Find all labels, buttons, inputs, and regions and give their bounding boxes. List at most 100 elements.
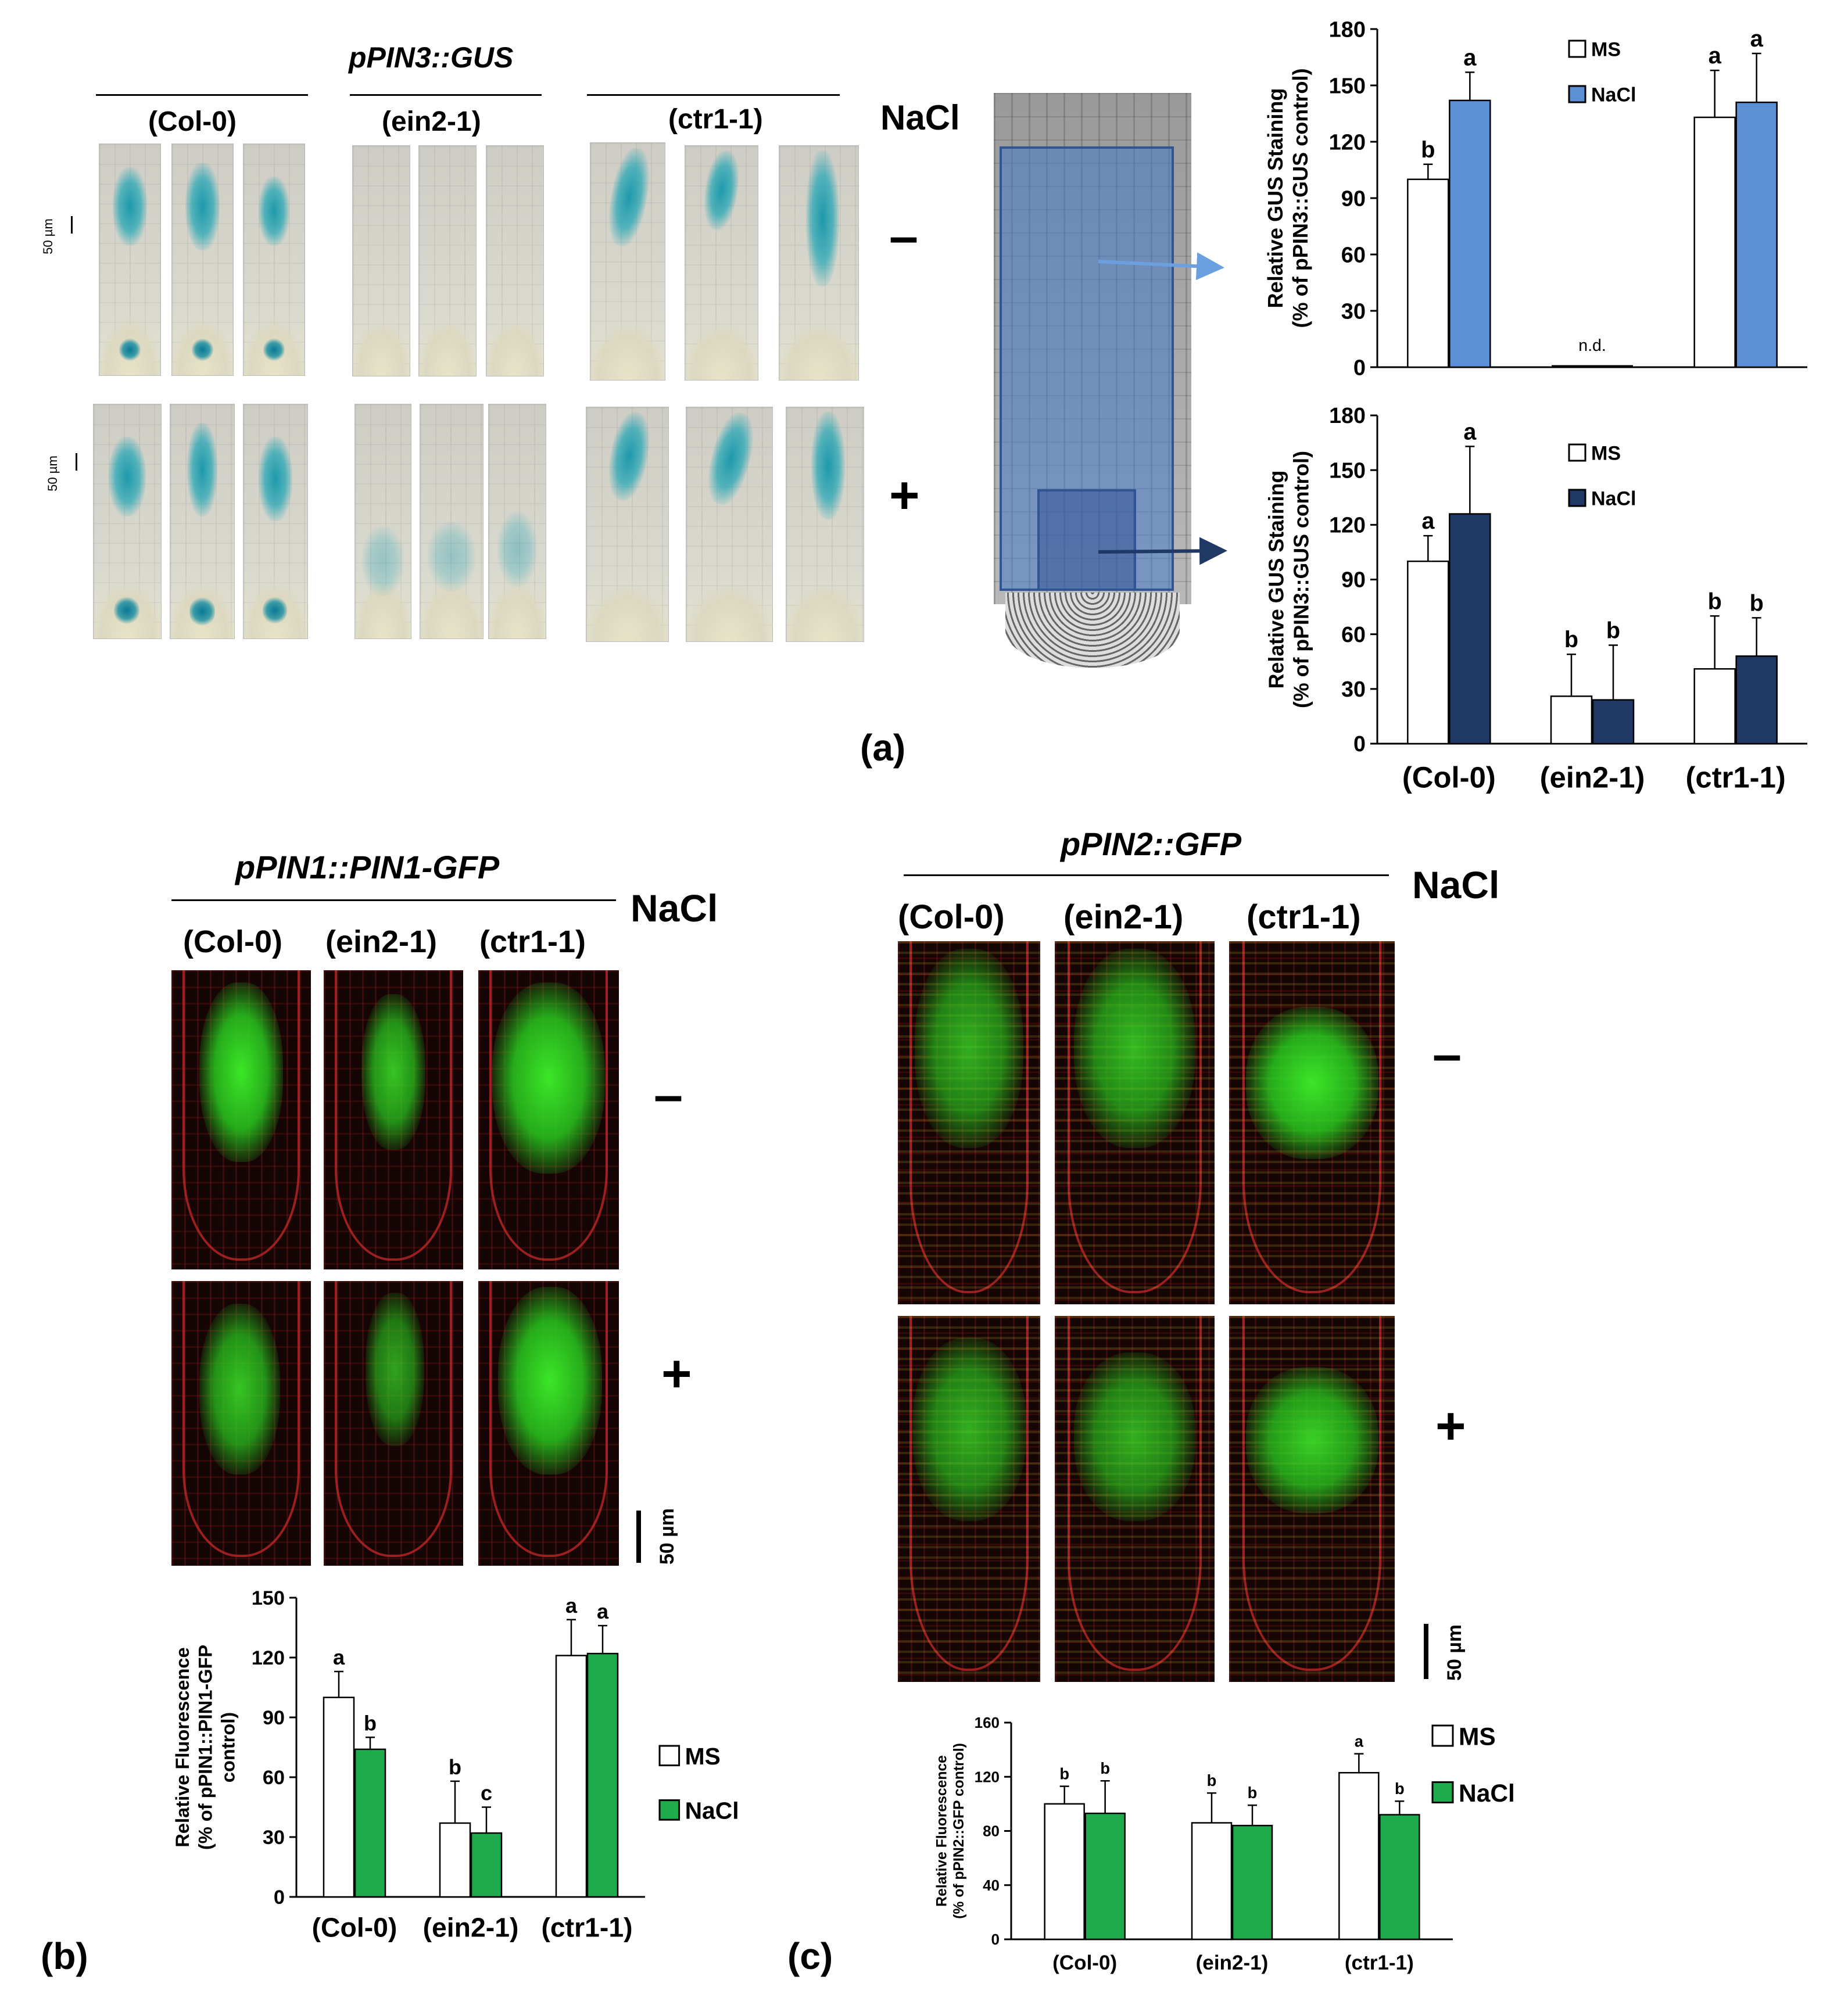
significance-letter: a	[565, 1594, 578, 1617]
x-category-label: (ein2-1)	[1540, 761, 1645, 794]
x-category-label: (Col-0)	[312, 1913, 397, 1943]
panel-c-nacl-label: NaCl	[1412, 863, 1500, 906]
panel-c-genotype-ctr1: (ctr1-1)	[1247, 898, 1361, 936]
chart-a-bottom: 0 30 60 90 120 150 180 Relative GUS Staining (% …	[1265, 403, 1807, 794]
panel-b-title: pPIN1::PIN1-GFP	[235, 849, 500, 885]
panel-b-nacl-label: NaCl	[631, 887, 718, 930]
legend-swatch-ms	[1431, 1724, 1454, 1747]
y-tick-label: 150	[1329, 74, 1366, 98]
legend-swatch-ms	[658, 1745, 681, 1767]
y-axis-label: (% of pPIN2::GFP control)	[951, 1743, 967, 1919]
panel-c-genotype-col0: (Col-0)	[898, 898, 1005, 936]
y-axis-label: Relative GUS Staining	[1265, 471, 1288, 689]
panel-c-genotype-ein2: (ein2-1)	[1063, 898, 1184, 936]
panel-a-nacl-label: NaCl	[880, 98, 960, 137]
y-tick-label: 90	[1341, 568, 1366, 592]
significance-letter: b	[1059, 1765, 1069, 1783]
x-category-label: (ctr1-1)	[1685, 761, 1785, 794]
legend-label-ms: MS	[685, 1743, 721, 1770]
significance-letter: c	[481, 1781, 492, 1805]
y-axis-label: (% of pPIN1::PIN1-GFP	[194, 1645, 216, 1850]
x-category-label: (ein2-1)	[423, 1913, 519, 1943]
bar-ms	[555, 1655, 588, 1898]
panel-b-scale-bar: 50 µm	[633, 1508, 686, 1580]
significance-letter: b	[1100, 1759, 1110, 1777]
gus-root-ctr1-nacl-1	[586, 407, 669, 642]
gfp-root-c-col0-ms	[898, 941, 1040, 1304]
y-tick-label: 120	[1329, 513, 1366, 537]
y-tick-label: 0	[1353, 731, 1366, 756]
bar-nacl	[470, 1832, 503, 1898]
significance-letter: a	[1709, 43, 1722, 69]
bar-ms	[323, 1696, 355, 1898]
chart-b: 0 30 60 90 120 150 Relative Fluorescence (% of …	[171, 1587, 739, 1943]
panel-a-genotype-ctr1: (ctr1-1)	[668, 104, 763, 135]
bar-ms	[1044, 1803, 1085, 1940]
panel-a-label: (a)	[860, 727, 906, 769]
gus-root-ctr1-nacl-2	[686, 407, 773, 642]
panel-c-label: (c)	[787, 1935, 833, 1977]
gus-root-col0-ms-2	[171, 144, 234, 376]
panel-b-label: (b)	[41, 1935, 88, 1977]
bar-ms	[1338, 1772, 1380, 1940]
y-tick-label: 0	[991, 1931, 1000, 1948]
y-tick-label: 30	[1341, 299, 1366, 324]
bar-nacl	[1231, 1824, 1273, 1940]
legend-label-ms: MS	[1459, 1723, 1496, 1750]
y-axis-label: Relative Fluorescence	[171, 1647, 193, 1847]
panel-b-genotype-ein2: (ein2-1)	[325, 924, 438, 959]
y-tick-label: 60	[1341, 622, 1366, 647]
x-category-label: (ein2-1)	[1196, 1952, 1269, 1974]
panel-b-minus: –	[654, 1066, 683, 1124]
y-tick-label: 180	[1329, 403, 1366, 428]
y-tick-label: 180	[1329, 17, 1366, 42]
gfp-root-b-ein2-nacl	[324, 1281, 463, 1566]
gfp-root-b-col0-ms	[171, 970, 311, 1269]
gus-root-ctr1-nacl-3	[786, 407, 864, 642]
significance-letter: b	[1606, 618, 1620, 644]
gus-root-ctr1-ms-2	[685, 145, 758, 381]
significance-letter: b	[449, 1755, 461, 1779]
bar-nacl	[1084, 1812, 1126, 1940]
annotation-nd: n.d.	[1578, 336, 1606, 355]
gfp-root-c-ctr1-ms	[1229, 941, 1395, 1304]
gus-root-col0-ms-3	[243, 144, 305, 376]
bar-ms	[1407, 560, 1449, 745]
significance-letter: b	[1750, 590, 1764, 616]
arrows-to-charts	[1098, 252, 1227, 565]
y-axis-label: Relative Fluorescence	[934, 1755, 950, 1907]
y-axis-label: control)	[217, 1712, 238, 1782]
legend-label-ms: MS	[1591, 39, 1621, 61]
y-tick-label: 80	[983, 1823, 1000, 1840]
panel-c-plus: +	[1435, 1397, 1466, 1455]
panel-a-genotype-col0: (Col-0)	[148, 106, 237, 137]
y-tick-label: 30	[1341, 677, 1366, 701]
gus-root-ein2-nacl-3	[488, 404, 546, 639]
gfp-root-c-ctr1-nacl	[1229, 1316, 1395, 1682]
large-box-elongation-zone	[1000, 146, 1174, 591]
significance-letter: b	[1564, 627, 1578, 652]
gus-root-ctr1-ms-1	[590, 142, 665, 381]
panel-c-minus: –	[1432, 1025, 1462, 1084]
bar-ms	[1191, 1822, 1233, 1940]
significance-letter: a	[1750, 26, 1764, 52]
y-tick-label: 150	[252, 1587, 285, 1609]
bar-ms	[1407, 178, 1449, 368]
legend-label-nacl: NaCl	[1591, 84, 1636, 106]
significance-letter: a	[1421, 508, 1435, 534]
significance-letter: a	[1355, 1732, 1364, 1750]
panel-b-plus: +	[661, 1345, 692, 1403]
gfp-root-c-ein2-ms	[1055, 941, 1215, 1304]
legend-label-nacl: NaCl	[1591, 488, 1636, 510]
panel-a-line-ctr1	[587, 94, 840, 96]
gfp-root-b-ctr1-nacl	[478, 1281, 619, 1566]
y-tick-label: 60	[1341, 243, 1366, 267]
y-tick-label: 0	[1353, 356, 1366, 380]
panel-a-scale-bar-bottom: 50 µm	[45, 446, 87, 501]
panel-c-title: pPIN2::GFP	[1061, 826, 1242, 862]
x-category-label: (ctr1-1)	[541, 1913, 632, 1943]
bar-nacl	[1735, 101, 1778, 368]
y-axis-label: (% of pPIN3::GUS control)	[1290, 451, 1313, 708]
gus-root-ein2-ms-3	[486, 145, 544, 376]
small-box-meristem-zone	[1037, 489, 1136, 591]
